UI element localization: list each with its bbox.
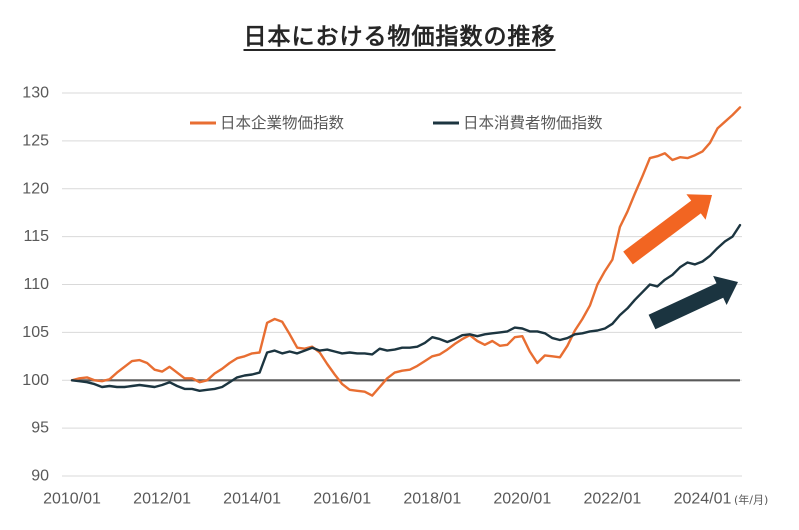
x-tick-label: 2010/01 (43, 491, 101, 508)
legend-label-corporate-goods-price-index: 日本企業物価指数 (220, 114, 345, 132)
x-axis-labels: 2010/01 2012/01 2014/01 2016/01 2018/01 2020/… (43, 491, 768, 508)
orange-up-right-arrow-icon (623, 194, 712, 265)
corporate-goods-price-index-line (70, 106, 742, 397)
y-tick-label: 130 (22, 85, 49, 102)
y-tick-label: 125 (22, 132, 49, 149)
y-tick-label: 115 (23, 228, 49, 245)
y-tick-label: 100 (22, 372, 49, 389)
navy-up-right-arrow-icon (648, 275, 738, 330)
x-tick-label: 2016/01 (313, 491, 371, 508)
title-bar: 日本における物価指数の推移 (0, 22, 799, 54)
y-tick-label: 105 (22, 324, 49, 341)
series-lines (70, 106, 742, 397)
x-tick-label: 2018/01 (403, 491, 461, 508)
x-tick-label: 2020/01 (493, 491, 551, 508)
consumer-price-index-line (70, 223, 742, 392)
x-tick-label: 2012/01 (133, 491, 191, 508)
legend-label-consumer-price-index: 日本消費者物価指数 (463, 114, 603, 132)
y-tick-label: 95 (31, 420, 49, 437)
x-axis-unit-label: (年/月) (734, 493, 768, 507)
trend-arrows (623, 194, 738, 330)
legend: 日本企業物価指数 日本消費者物価指数 (190, 114, 603, 132)
x-tick-label: 2022/01 (583, 491, 641, 508)
y-tick-label: 120 (22, 180, 49, 197)
x-tick-label: 2024/01 (674, 491, 732, 508)
x-tick-label: 2014/01 (223, 491, 281, 508)
y-axis-labels: 90 95 100 105 110 115 120 125 130 (22, 85, 49, 485)
y-tick-label: 90 (31, 468, 49, 485)
y-tick-label: 110 (23, 276, 49, 293)
chart-title: 日本における物価指数の推移 (243, 24, 556, 50)
gridlines (62, 92, 742, 477)
